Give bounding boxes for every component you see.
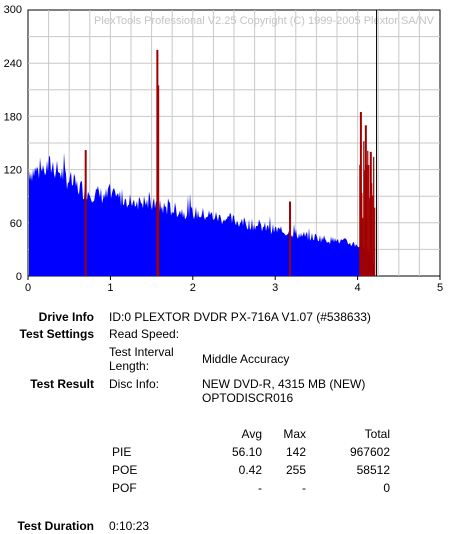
x-tick-label: 5: [437, 282, 443, 294]
x-tick-label: 1: [107, 282, 113, 294]
col-total-header: Total: [364, 427, 390, 441]
disc-info-value-line1: NEW DVD-R, 4315 MB (NEW): [202, 377, 366, 391]
row-pof-total: 0: [383, 481, 390, 495]
row-pof-avg: -: [258, 481, 262, 495]
row-pof-name: POF: [112, 481, 137, 495]
poe-spike: [369, 197, 371, 276]
test-settings-label: Test Settings: [19, 327, 94, 341]
watermark-text: PlexTools Professional V2.25 Copyright (…: [94, 15, 435, 27]
row-poe-avg: 0.42: [238, 463, 262, 477]
poe-spike: [365, 197, 367, 276]
row-pie-avg: 56.10: [231, 445, 262, 459]
poe-spike: [372, 195, 374, 276]
row-poe-total: 58512: [356, 463, 390, 477]
y-tick-label: 180: [4, 111, 22, 123]
test-result-label: Test Result: [30, 377, 94, 391]
poe-spike: [359, 164, 361, 276]
row-pie-name: PIE: [112, 445, 132, 459]
row-pie-total: 967602: [349, 445, 390, 459]
poe-spike: [289, 201, 292, 276]
row-poe-max: 255: [285, 463, 306, 477]
error-chart: PlexTools Professional V2.25 Copyright (…: [4, 4, 443, 294]
poe-spike: [360, 170, 362, 276]
x-tick-label: 0: [25, 282, 31, 294]
poe-spike: [373, 156, 375, 276]
read-speed-label: Read Speed:: [109, 327, 180, 341]
y-axis: 0 60 120 180 240 300: [4, 4, 22, 283]
poe-spike: [362, 217, 364, 276]
interval-label-line2: Length:: [109, 359, 150, 373]
poe-series: [84, 49, 376, 277]
x-tick-label: 3: [272, 282, 278, 294]
poe-spike: [367, 150, 369, 276]
row-pof-max: -: [302, 481, 306, 495]
row-pie-max: 142: [285, 445, 306, 459]
x-axis: 0 1 2 3 4 5: [25, 276, 443, 294]
drive-info-label: Drive Info: [38, 310, 94, 324]
poe-spike: [374, 207, 376, 276]
poe-spike: [364, 170, 366, 276]
pie-area: [29, 152, 375, 276]
x-tick-label: 2: [190, 282, 196, 294]
poe-spike: [84, 150, 87, 276]
poe-spike: [363, 141, 365, 276]
y-tick-label: 0: [16, 271, 22, 283]
row-poe-name: POE: [112, 463, 138, 477]
interval-value: Middle Accuracy: [202, 352, 290, 366]
drive-info-value: ID:0 PLEXTOR DVDR PX-716A V1.07 (#538633…: [109, 310, 371, 324]
test-duration-label: Test Duration: [17, 519, 94, 533]
pie-series: [29, 152, 375, 276]
col-avg-header: Avg: [241, 427, 262, 441]
poe-spike: [366, 164, 368, 276]
x-tick-label: 4: [355, 282, 361, 294]
poe-spike: [361, 193, 363, 276]
poe-spike: [368, 164, 370, 276]
test-duration-value: 0:10:23: [109, 519, 150, 533]
disc-info-label: Disc Info:: [109, 377, 160, 391]
disc-info-value-line2: OPTODISCR016: [202, 391, 294, 405]
y-tick-label: 300: [4, 4, 22, 16]
poe-spike: [371, 183, 373, 276]
poe-spike: [370, 196, 372, 276]
y-tick-label: 120: [4, 165, 22, 177]
interval-label-line1: Test Interval: [109, 345, 174, 359]
col-max-header: Max: [283, 427, 306, 441]
y-tick-label: 60: [10, 218, 22, 230]
y-tick-label: 240: [4, 58, 22, 70]
poe-spike: [157, 85, 160, 276]
